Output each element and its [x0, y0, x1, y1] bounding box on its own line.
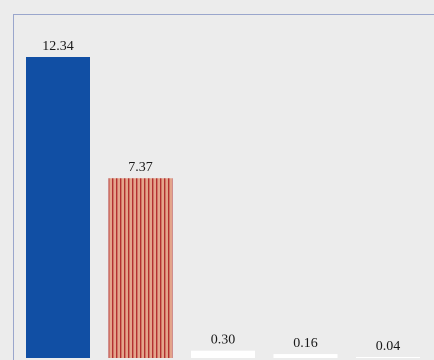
value-label-4: 0.16 [293, 336, 318, 351]
bars-layer [26, 57, 420, 358]
value-labels-layer: 12.34 7.37 0.30 0.16 0.04 [42, 39, 400, 354]
bar-3 [191, 350, 255, 358]
value-label-1: 12.34 [42, 39, 74, 54]
value-label-2: 7.37 [128, 160, 153, 175]
value-label-3: 0.30 [211, 333, 236, 348]
bar-1 [26, 57, 90, 358]
plot-frame [13, 14, 434, 360]
bar-5 [356, 357, 420, 358]
bar-4 [273, 354, 338, 358]
value-label-5: 0.04 [376, 339, 401, 354]
bar-2 [108, 178, 173, 358]
